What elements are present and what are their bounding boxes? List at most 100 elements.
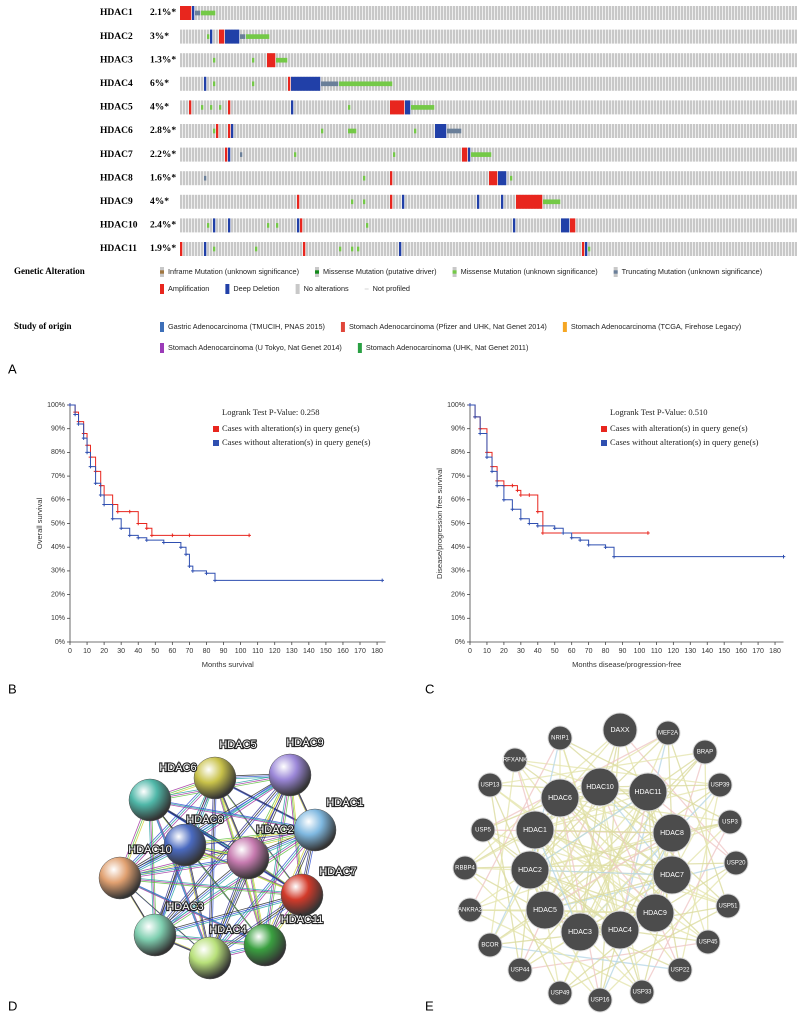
- network-edge: [121, 779, 217, 880]
- alteration: [477, 194, 480, 209]
- node-label: USP39: [710, 783, 730, 789]
- survival-step: [537, 511, 545, 535]
- node-label: USP16: [590, 998, 610, 1004]
- x-axis-label: Months survival: [202, 660, 254, 669]
- x-tick-label: 150: [320, 648, 332, 655]
- survival-step: [563, 532, 574, 540]
- alteration: [390, 194, 393, 209]
- alteration: [339, 81, 393, 87]
- gene-node: [525, 890, 565, 930]
- network-edge: [264, 774, 291, 946]
- network-edge: [121, 776, 292, 880]
- y-tick-label: 20%: [451, 591, 465, 598]
- network-edge: [641, 874, 673, 993]
- protein-node: [226, 836, 270, 880]
- node-label: USP20: [726, 861, 746, 867]
- network-edge: [119, 774, 291, 879]
- node-label: RFXANK: [503, 758, 527, 764]
- gene-node: [723, 850, 749, 876]
- gene-node: [477, 932, 503, 958]
- network-edge: [559, 791, 649, 994]
- alteration: [513, 218, 516, 233]
- x-tick-label: 80: [203, 648, 211, 655]
- y-axis-label: Overall survival: [35, 498, 44, 550]
- network-edge: [266, 776, 292, 947]
- gene-node: [717, 809, 743, 835]
- network-edge: [469, 737, 561, 911]
- x-tick-label: 100: [235, 648, 247, 655]
- alteration: [225, 147, 228, 162]
- gene-node: [635, 893, 675, 933]
- survival-step: [90, 466, 98, 486]
- y-tick-label: 40%: [451, 544, 465, 551]
- y-tick-label: 70%: [451, 473, 465, 480]
- network-edge: [118, 876, 264, 944]
- x-tick-label: 180: [371, 648, 383, 655]
- network-edge: [153, 893, 301, 934]
- survival-step: [189, 533, 251, 538]
- y-tick-label: 100%: [47, 402, 65, 409]
- gene-node: [560, 912, 600, 952]
- network-edge: [544, 862, 737, 911]
- network-edge: [534, 829, 673, 834]
- alteration: [240, 152, 243, 157]
- x-tick-label: 140: [303, 648, 315, 655]
- alteration: [321, 81, 339, 87]
- network-edge: [209, 829, 316, 959]
- annotation: Logrank Test P-Value: 0.510: [610, 407, 707, 417]
- network-edge: [148, 798, 209, 957]
- survival-step: [517, 489, 523, 497]
- node-label: HDAC8: [186, 814, 223, 826]
- x-tick-label: 100: [634, 648, 646, 655]
- x-tick-label: 150: [718, 648, 730, 655]
- y-tick-label: 30%: [51, 568, 65, 575]
- x-tick-label: 10: [83, 648, 91, 655]
- network-edge: [599, 786, 621, 931]
- gene-label: HDAC9: [100, 197, 133, 207]
- gene-label: HDAC5: [100, 103, 133, 113]
- alteration: [339, 246, 342, 252]
- node-label: HDAC10: [128, 844, 171, 856]
- legend-swatch: [160, 322, 164, 332]
- x-tick-label: 40: [534, 648, 542, 655]
- node-label: HDAC3: [166, 901, 203, 913]
- legend-swatch: [295, 284, 300, 294]
- gene-percent: 6%*: [150, 79, 169, 89]
- alteration: [246, 34, 270, 39]
- alteration: [228, 124, 231, 138]
- network-edge: [149, 799, 303, 896]
- protein-node: [243, 923, 287, 967]
- node-label: NRIP1: [551, 736, 569, 742]
- alteration: [471, 152, 492, 157]
- alteration: [405, 100, 411, 115]
- legend-swatch: [213, 440, 219, 446]
- node-label: HDAC6: [548, 795, 572, 802]
- track: [180, 124, 797, 138]
- legend-label: Cases without alteration(s) in query gen…: [610, 437, 759, 447]
- track: [180, 29, 797, 44]
- alteration: [219, 29, 225, 44]
- x-tick-label: 130: [684, 648, 696, 655]
- alteration: [204, 175, 207, 181]
- network-edge: [148, 798, 301, 894]
- alteration: [357, 246, 360, 252]
- legend-swatch: [452, 270, 457, 274]
- alteration: [363, 199, 366, 205]
- network-edge: [151, 801, 212, 960]
- gene-node: [510, 850, 550, 890]
- gene-percent: 2.4%*: [150, 221, 176, 231]
- survival-step: [192, 570, 209, 576]
- network-edge: [154, 894, 303, 936]
- gene-percent: 2.8%*: [150, 126, 176, 136]
- network-edge: [579, 832, 673, 933]
- gene-label: HDAC2: [100, 32, 133, 42]
- y-tick-label: 90%: [51, 426, 65, 433]
- x-tick-label: 30: [117, 648, 125, 655]
- legend-swatch: [160, 284, 164, 294]
- alteration: [189, 100, 192, 115]
- alteration: [252, 57, 255, 63]
- legend-swatch: [160, 270, 164, 274]
- gene-node: [502, 747, 528, 773]
- panel-label: D: [8, 998, 17, 1013]
